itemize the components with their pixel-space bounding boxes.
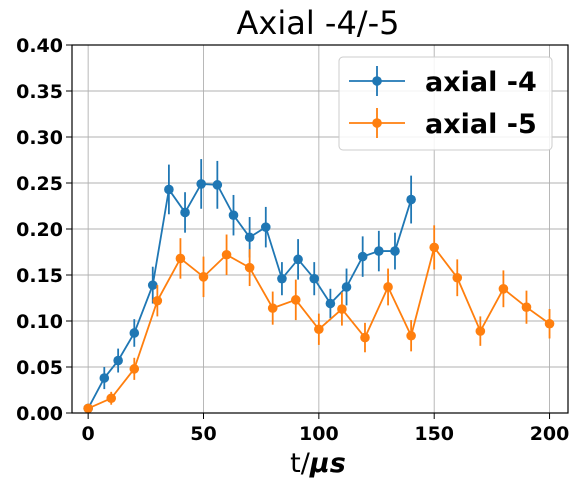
data-point xyxy=(147,280,158,290)
data-point xyxy=(309,273,320,284)
x-axis-label: t/μs xyxy=(290,448,346,479)
y-tick-label: 0.30 xyxy=(16,127,63,149)
y-tick-label: 0.00 xyxy=(16,403,63,425)
chart-title: Axial -4/-5 xyxy=(237,4,400,42)
x-tick-label: 0 xyxy=(82,423,95,445)
data-point xyxy=(357,251,368,262)
data-point xyxy=(325,298,336,309)
data-point xyxy=(106,393,117,404)
data-point xyxy=(360,332,370,343)
y-tick-label: 0.10 xyxy=(16,311,63,333)
data-point xyxy=(290,295,301,305)
legend-entry-1: axial -4 xyxy=(349,66,537,98)
x-axis-label-unit: μs xyxy=(309,448,346,479)
data-point xyxy=(260,222,271,232)
data-point xyxy=(99,373,110,383)
data-point xyxy=(129,328,140,338)
data-point xyxy=(406,194,416,205)
data-point xyxy=(221,249,232,260)
data-point xyxy=(314,324,324,335)
data-point xyxy=(228,210,239,220)
data-point xyxy=(244,262,255,273)
data-point xyxy=(475,326,486,336)
data-point xyxy=(267,303,278,313)
data-point xyxy=(164,184,174,195)
data-point xyxy=(152,295,163,306)
legend-label: axial -5 xyxy=(425,109,537,140)
x-tick-label: 50 xyxy=(190,423,216,445)
data-point xyxy=(212,180,223,190)
data-point xyxy=(113,355,123,366)
y-tick-label: 0.05 xyxy=(16,357,63,379)
y-tick-label: 0.25 xyxy=(16,173,63,195)
data-point xyxy=(374,246,384,256)
y-tick-label: 0.20 xyxy=(16,219,63,241)
x-tick-label: 150 xyxy=(414,423,454,445)
data-point xyxy=(341,282,352,292)
axis-ticks: 0 50 100 150 200 0.00 0.05 0.10 0.15 0.20 0.25 0.30… xyxy=(16,35,569,445)
legend: axial -4 axial -5 xyxy=(338,56,553,151)
data-point xyxy=(337,304,347,314)
legend-marker xyxy=(372,118,382,128)
data-point xyxy=(429,242,439,253)
legend-entry-2: axial -5 xyxy=(349,108,537,140)
series-layer xyxy=(83,159,555,414)
data-point xyxy=(198,272,209,282)
y-tick-label: 0.40 xyxy=(16,35,63,57)
data-point xyxy=(175,253,186,264)
data-point xyxy=(196,179,206,189)
data-point xyxy=(129,364,140,374)
data-point xyxy=(83,403,93,414)
data-point xyxy=(452,272,463,283)
x-tick-label: 200 xyxy=(530,423,570,445)
data-point xyxy=(406,330,416,341)
legend-label: axial -4 xyxy=(425,67,537,98)
data-point xyxy=(293,254,303,265)
data-point xyxy=(498,284,509,294)
data-point xyxy=(521,302,532,313)
x-axis-label-prefix: t/ xyxy=(290,448,311,479)
data-point xyxy=(544,318,555,329)
data-point xyxy=(244,232,255,243)
y-tick-label: 0.35 xyxy=(16,81,63,103)
data-point xyxy=(277,273,287,284)
x-tick-label: 100 xyxy=(299,423,339,445)
y-tick-label: 0.15 xyxy=(16,265,63,287)
legend-marker xyxy=(372,76,382,86)
series-2 xyxy=(83,225,555,414)
data-point xyxy=(390,246,400,256)
data-point xyxy=(383,282,393,292)
data-point xyxy=(180,207,190,218)
